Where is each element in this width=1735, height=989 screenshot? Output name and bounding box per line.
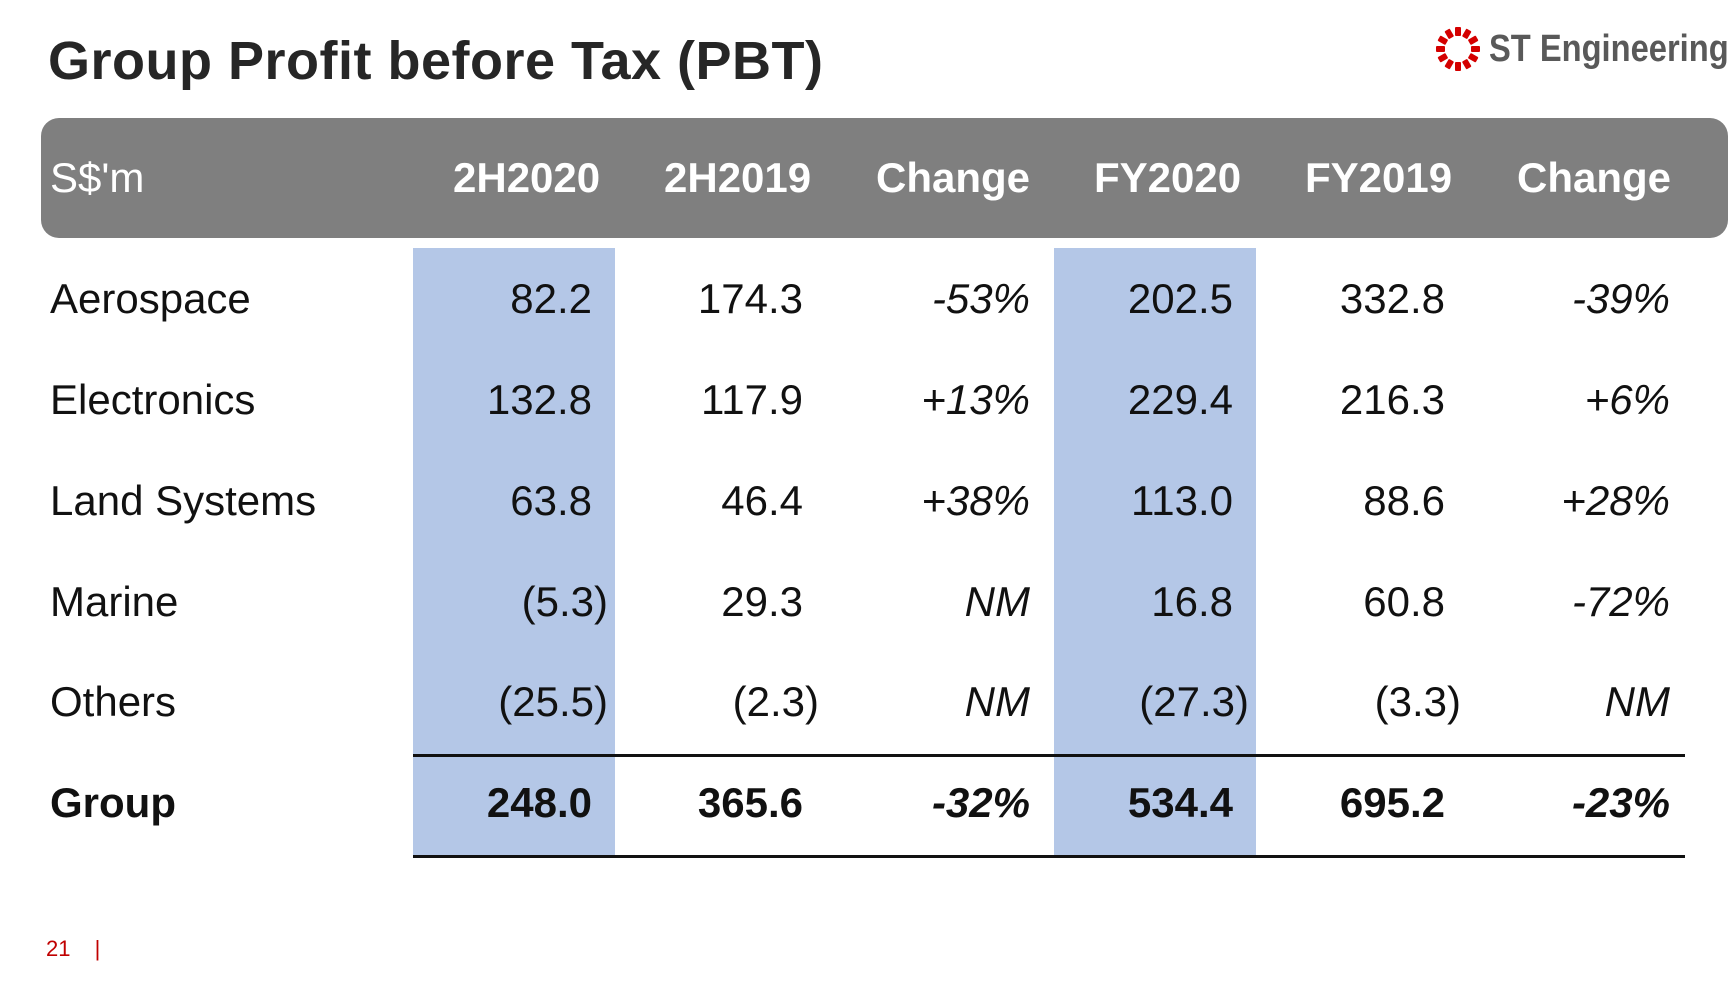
page-footer: 21 | [46, 936, 100, 962]
cell-2h2019: 174.3 [697, 275, 803, 322]
row-label-total: Group [50, 779, 176, 826]
cell-2h2019: 365.6 [697, 779, 803, 826]
cell-2h2019: (2.3) [732, 678, 819, 725]
cell-change-fy: +6% [1584, 376, 1670, 423]
header-2h2019: 2H2019 [664, 154, 812, 201]
cell-change-half: -32% [931, 779, 1030, 826]
cell-fy2020: (27.3) [1139, 678, 1249, 725]
cell-fy2019: 332.8 [1339, 275, 1445, 322]
highlight-column-fy2020 [1054, 248, 1256, 856]
cell-fy2019: 60.8 [1363, 578, 1445, 625]
row-label: Electronics [50, 376, 256, 423]
cell-2h2019: 29.3 [721, 578, 803, 625]
cell-change-half: +38% [921, 477, 1030, 524]
cell-change-half: NM [964, 578, 1030, 625]
slide-title: Group Profit before Tax (PBT) [48, 31, 824, 91]
row-label: Land Systems [50, 477, 317, 524]
cell-fy2020: 534.4 [1127, 779, 1233, 826]
cell-fy2019: 695.2 [1339, 779, 1445, 826]
row-label: Marine [50, 578, 179, 625]
cell-2h2020: (5.3) [521, 578, 608, 625]
cell-2h2019: 46.4 [721, 477, 803, 524]
highlight-column-2h2020 [413, 248, 615, 856]
cell-2h2020: 82.2 [510, 275, 592, 322]
cell-2h2020: 63.8 [510, 477, 592, 524]
cell-fy2019: 216.3 [1339, 376, 1445, 423]
header-change-fy: Change [1517, 154, 1672, 201]
cell-change-half: NM [964, 678, 1030, 725]
cell-change-fy: -23% [1571, 779, 1670, 826]
table-bottom-line [413, 855, 1685, 858]
header-fy2020: FY2020 [1094, 154, 1242, 201]
cell-change-half: +13% [921, 376, 1030, 423]
cell-fy2020: 202.5 [1127, 275, 1233, 322]
starburst-logo-icon [1436, 27, 1480, 71]
cell-change-fy: -72% [1571, 578, 1670, 625]
cell-fy2020: 16.8 [1151, 578, 1233, 625]
row-label: Others [50, 678, 177, 725]
cell-2h2019: 117.9 [701, 376, 803, 423]
cell-fy2020: 113.0 [1131, 477, 1233, 524]
cell-2h2020: (25.5) [498, 678, 608, 725]
cell-change-fy: -39% [1571, 275, 1670, 322]
row-label: Aerospace [50, 275, 251, 322]
header-fy2019: FY2019 [1305, 154, 1453, 201]
cell-change-fy: NM [1604, 678, 1670, 725]
header-change-half: Change [876, 154, 1031, 201]
cell-fy2020: 229.4 [1127, 376, 1233, 423]
cell-2h2020: 248.0 [486, 779, 592, 826]
cell-fy2019: (3.3) [1374, 678, 1461, 725]
cell-fy2019: 88.6 [1363, 477, 1445, 524]
table-header-bar [41, 118, 1728, 238]
total-separator-line [413, 754, 1685, 757]
header-unit: S$'m [50, 154, 145, 201]
cell-change-half: -53% [931, 275, 1030, 322]
logo-wordmark: ST Engineering [1489, 27, 1729, 70]
header-2h2020: 2H2020 [453, 154, 601, 201]
cell-change-fy: +28% [1561, 477, 1670, 524]
page-separator: | [94, 936, 101, 961]
page-number: 21 [46, 936, 71, 961]
cell-2h2020: 132.8 [486, 376, 592, 423]
company-logo: ST Engineering [1435, 26, 1735, 72]
